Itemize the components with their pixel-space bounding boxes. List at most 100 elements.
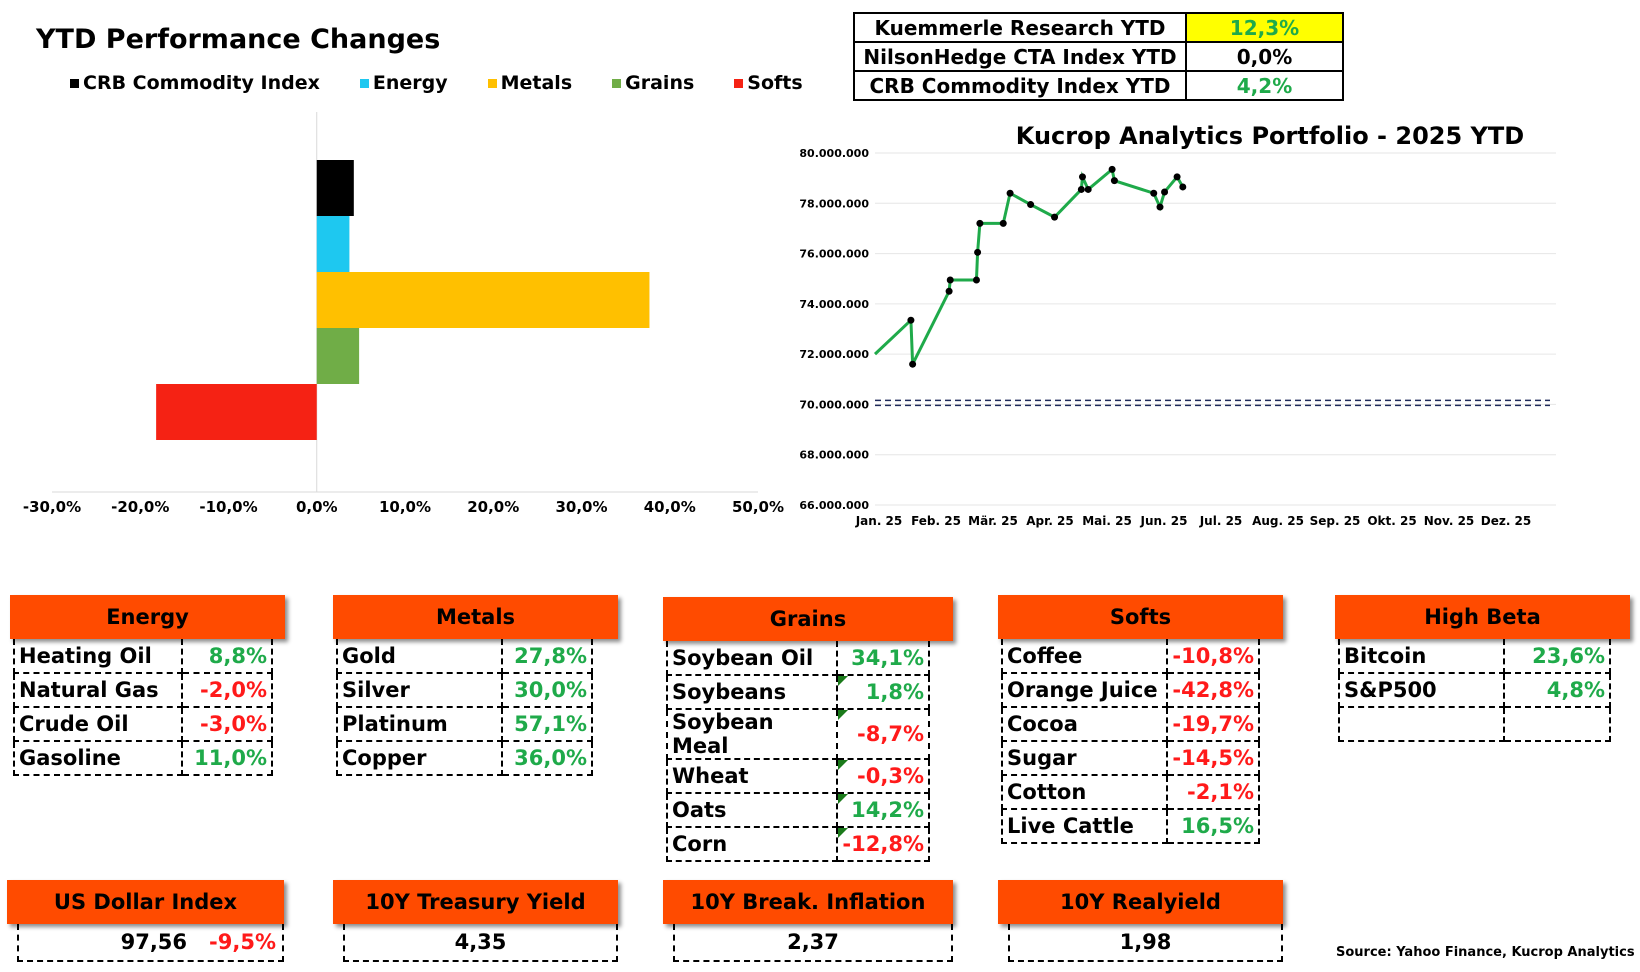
card-title: 10Y Realyield bbox=[998, 880, 1283, 924]
ytd-label: Kuemmerle Research YTD bbox=[853, 12, 1187, 43]
data-point bbox=[1077, 185, 1085, 193]
ytd-summary-table: Kuemmerle Research YTD 12,3% NilsonHedge … bbox=[853, 12, 1344, 101]
legend-label: Grains bbox=[625, 72, 695, 94]
legend-label: Softs bbox=[747, 72, 803, 94]
performance-bar-chart: -30,0% -20,0% -10,0% 0,0% 10,0% 20,0% 30,0% 40,… bbox=[23, 112, 784, 516]
row-value: 16,5% bbox=[1166, 809, 1260, 844]
x-tick-label: Jun. 25 bbox=[1140, 514, 1188, 528]
row-value: 27,8% bbox=[501, 639, 593, 674]
data-point bbox=[1078, 173, 1086, 181]
row-value: -19,7% bbox=[1166, 707, 1260, 742]
data-point bbox=[1156, 203, 1164, 211]
row-name: Soybeans bbox=[666, 675, 838, 710]
data-point bbox=[999, 219, 1007, 227]
table-row: Copper 36,0% bbox=[336, 741, 593, 776]
table-row: Bitcoin 23,6% bbox=[1338, 639, 1611, 674]
card-title: 10Y Treasury Yield bbox=[333, 880, 618, 924]
realyield-value: 1,98 bbox=[1008, 924, 1283, 962]
row-name: Gold bbox=[336, 639, 503, 674]
x-tick-label: Jan. 25 bbox=[855, 514, 903, 528]
treasury-yield-value: 4,35 bbox=[343, 924, 618, 962]
x-tick-label: Mär. 25 bbox=[968, 514, 1018, 528]
indicator-values: 97,56 -9,5% bbox=[17, 924, 284, 962]
x-tick-label: Jul. 25 bbox=[1199, 514, 1243, 528]
portfolio-line-chart: 80.000.000 78.000.000 76.000.000 74.000.000… bbox=[800, 147, 1556, 528]
row-name: Platinum bbox=[336, 707, 503, 742]
breakeven-inflation-value: 2,37 bbox=[673, 924, 953, 962]
x-tick-label: -20,0% bbox=[111, 498, 169, 516]
card-title: Energy bbox=[10, 595, 285, 639]
bar-metals bbox=[316, 272, 650, 328]
table-row: Oats 14,2% bbox=[666, 793, 930, 828]
legend-label: Metals bbox=[500, 72, 573, 94]
card-realyield: 10Y Realyield 1,98 bbox=[998, 880, 1283, 962]
row-value: 30,0% bbox=[501, 673, 593, 708]
data-point bbox=[946, 276, 954, 284]
data-point bbox=[1051, 213, 1059, 221]
row-value: 1,8% bbox=[836, 675, 930, 710]
card-table: Soybean Oil 34,1% Soybeans 1,8% Soybean Meal… bbox=[666, 641, 930, 862]
x-tick-label: 30,0% bbox=[555, 498, 607, 516]
card-high-beta: High Beta Bitcoin 23,6% S&P500 4,8% bbox=[1335, 595, 1630, 742]
legend-item-metals: Metals bbox=[487, 72, 573, 94]
data-point bbox=[909, 360, 917, 368]
row-name: Soybean Meal bbox=[666, 709, 838, 760]
table-row bbox=[1338, 707, 1611, 742]
table-row: Live Cattle 16,5% bbox=[1001, 809, 1260, 844]
row-value bbox=[1503, 707, 1611, 742]
legend-item-grains: Grains bbox=[612, 72, 694, 94]
row-name: Heating Oil bbox=[13, 639, 183, 674]
portfolio-series-line bbox=[873, 166, 1185, 365]
legend-swatch bbox=[612, 78, 622, 88]
card-title: High Beta bbox=[1335, 595, 1630, 639]
usd-index-value: 97,56 bbox=[120, 930, 188, 954]
card-us-dollar-index: US Dollar Index 97,56 -9,5% bbox=[7, 880, 284, 962]
ytd-value: 12,3% bbox=[1185, 12, 1344, 43]
data-point bbox=[976, 219, 984, 227]
row-value: -0,3% bbox=[836, 759, 930, 794]
table-row: Soybeans 1,8% bbox=[666, 675, 930, 710]
legend-swatch bbox=[70, 78, 79, 88]
data-point bbox=[1179, 183, 1187, 191]
y-tick-label: 74.000.000 bbox=[800, 298, 869, 311]
row-name bbox=[1338, 707, 1505, 742]
card-table: Coffee -10,8% Orange Juice -42,8% Cocoa -19,7… bbox=[1001, 639, 1260, 844]
x-tick-label: Okt. 25 bbox=[1367, 514, 1416, 528]
card-title: US Dollar Index bbox=[7, 880, 284, 924]
row-value: -10,8% bbox=[1166, 639, 1260, 674]
card-title: 10Y Break. Inflation bbox=[663, 880, 953, 924]
card-title: Grains bbox=[663, 597, 953, 641]
portfolio-chart-title: Kucrop Analytics Portfolio - 2025 YTD bbox=[1015, 122, 1525, 150]
x-tick-label: 50,0% bbox=[732, 498, 784, 516]
table-row: Platinum 57,1% bbox=[336, 707, 593, 742]
x-tick-label: 10,0% bbox=[379, 498, 431, 516]
ytd-value: 0,0% bbox=[1185, 41, 1344, 72]
source-note: Source: Yahoo Finance, Kucrop Analytics bbox=[1336, 945, 1635, 960]
ytd-label: NilsonHedge CTA Index YTD bbox=[853, 41, 1187, 72]
x-tick-label: Nov. 25 bbox=[1424, 514, 1475, 528]
bar-softs bbox=[156, 384, 317, 440]
chart-title: YTD Performance Changes bbox=[36, 24, 441, 55]
row-value: 14,2% bbox=[836, 793, 930, 828]
table-row: Crude Oil -3,0% bbox=[13, 707, 273, 742]
bar-energy bbox=[316, 216, 350, 272]
y-tick-label: 78.000.000 bbox=[800, 197, 869, 210]
table-row: Gold 27,8% bbox=[336, 639, 593, 674]
legend-item-energy: Energy bbox=[359, 72, 448, 94]
table-row: Soybean Meal -8,7% bbox=[666, 709, 930, 760]
row-name: Copper bbox=[336, 741, 503, 776]
table-row: Silver 30,0% bbox=[336, 673, 593, 708]
legend-item-softs: Softs bbox=[734, 72, 803, 94]
row-value: -3,0% bbox=[181, 707, 273, 742]
row-value: -12,8% bbox=[836, 827, 930, 862]
row-value: -2,1% bbox=[1166, 775, 1260, 810]
data-point bbox=[945, 287, 953, 295]
x-tick-label: Aug. 25 bbox=[1252, 514, 1304, 528]
data-point bbox=[907, 316, 915, 324]
ytd-row: NilsonHedge CTA Index YTD 0,0% bbox=[853, 41, 1344, 72]
row-value: 8,8% bbox=[181, 639, 273, 674]
legend-swatch bbox=[487, 78, 497, 88]
card-softs: Softs Coffee -10,8% Orange Juice -42,8% Coco… bbox=[998, 595, 1283, 844]
row-value: 36,0% bbox=[501, 741, 593, 776]
table-row: Heating Oil 8,8% bbox=[13, 639, 273, 674]
